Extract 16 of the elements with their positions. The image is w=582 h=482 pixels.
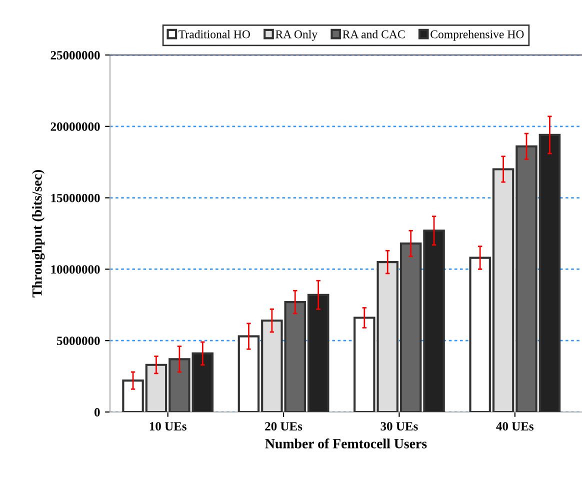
x-axis-title: Number of Femtocell Users — [265, 438, 427, 448]
x-tick-label: 40 UEs — [496, 422, 534, 431]
x-tick-label: 30 UEs — [380, 422, 418, 431]
y-tick-label: 15000000 — [51, 194, 100, 202]
y-tick-label: 5000000 — [57, 336, 100, 346]
legend-label: Traditional HO — [178, 30, 250, 38]
y-axis-title: Throughput (bits/sec) — [32, 170, 45, 298]
legend-label: RA Only — [276, 30, 318, 41]
legend-label: Comprehensive HO — [430, 30, 524, 41]
y-tick-label: 20000000 — [50, 122, 100, 131]
x-tick-label: 20 UEs — [265, 422, 302, 431]
y-tick-label: 10000000 — [51, 265, 100, 274]
legend-label: RA and CAC — [342, 30, 405, 38]
y-tick-label: 25000000 — [50, 51, 100, 60]
y-tick-label: 0 — [94, 408, 100, 416]
x-tick-label: 10 UEs — [150, 422, 186, 431]
